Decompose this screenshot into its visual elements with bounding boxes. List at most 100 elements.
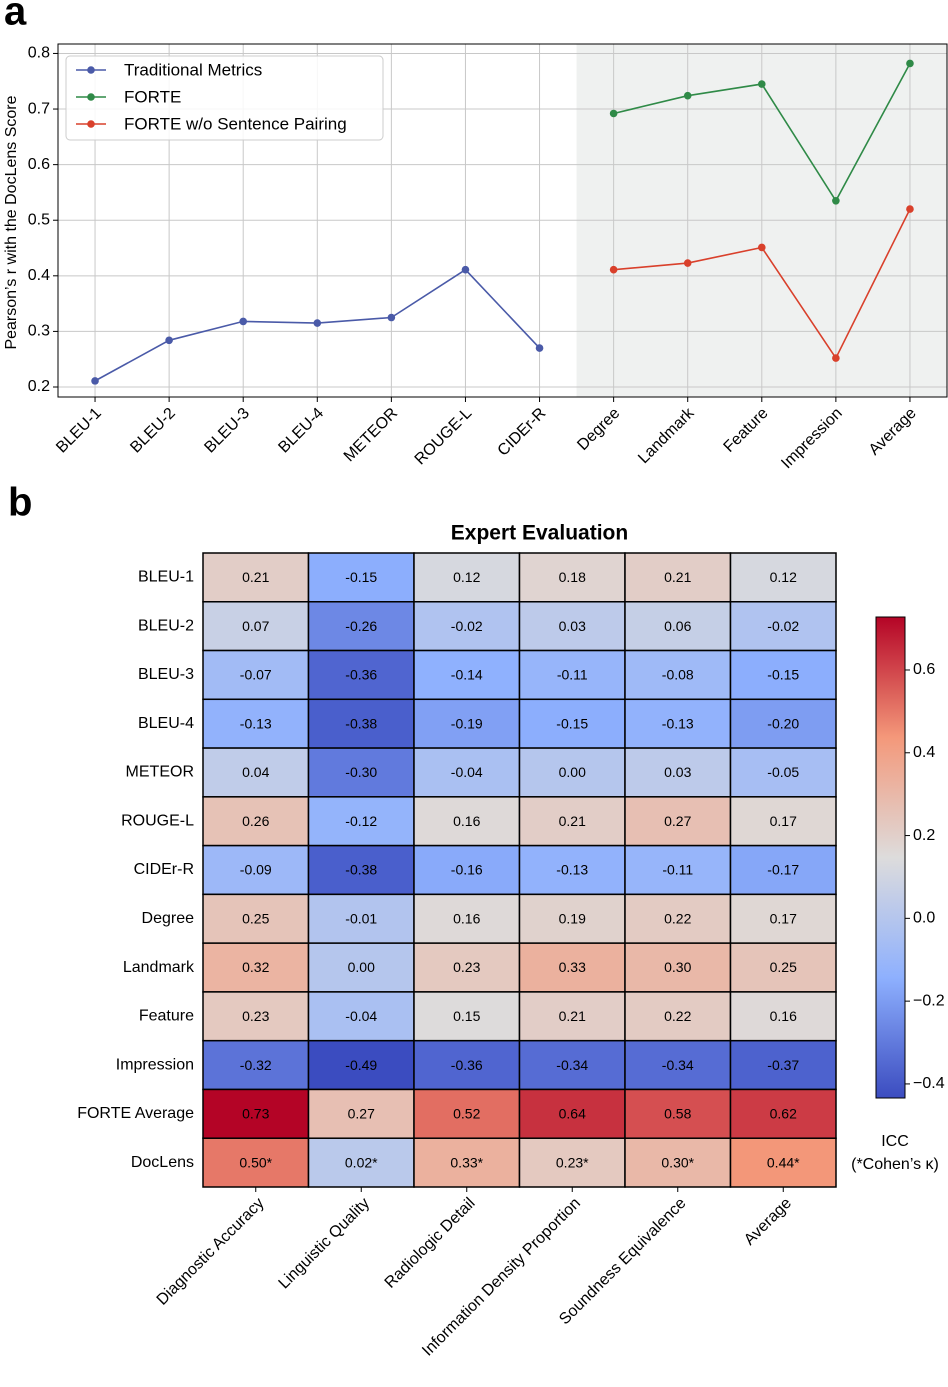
cell-label: -0.02	[767, 618, 799, 634]
cell-label: 0.12	[770, 569, 797, 585]
cell	[202, 601, 310, 652]
legend-marker	[87, 93, 95, 101]
cell-label: 0.33*	[450, 1154, 483, 1170]
row-label: Degree	[142, 910, 195, 927]
cell	[518, 747, 626, 798]
cell-label: -0.05	[767, 764, 799, 780]
cell	[729, 1039, 837, 1091]
colorbar-label: ICC	[881, 1133, 909, 1150]
point	[757, 243, 766, 252]
cell	[624, 796, 732, 847]
column-label: Radiologic Detail	[382, 1195, 479, 1292]
panel-label: b	[8, 481, 32, 525]
cell-label: 0.03	[559, 618, 586, 634]
cell	[202, 942, 310, 993]
cell-label: -0.04	[451, 764, 483, 780]
row-label: FORTE Average	[77, 1105, 194, 1122]
cell	[729, 1088, 837, 1139]
x-tick-label: CIDEr-R	[495, 405, 550, 460]
cell	[413, 796, 521, 847]
cell-label: -0.08	[662, 667, 694, 683]
x-tick-label: Feature	[721, 405, 772, 456]
cell	[729, 747, 837, 798]
x-tick-label: BLEU-3	[201, 405, 253, 457]
cell	[624, 1039, 732, 1091]
cell-label: 0.00	[348, 959, 375, 975]
cell-label: 0.30	[664, 959, 691, 975]
cell	[729, 698, 837, 749]
cell-label: 0.44*	[767, 1154, 800, 1170]
cell	[413, 601, 521, 652]
cell-label: -0.34	[662, 1057, 694, 1073]
x-tick-label: ROUGE-L	[412, 405, 476, 469]
cell	[518, 649, 626, 701]
row-label: BLEU-1	[138, 569, 194, 586]
row-label: Impression	[116, 1056, 194, 1073]
cell	[307, 991, 415, 1042]
row-label: BLEU-4	[138, 715, 194, 732]
row-label: CIDEr-R	[134, 861, 194, 878]
cell	[518, 942, 626, 993]
column-label: Linguistic Quality	[276, 1195, 374, 1293]
cell-label: -0.30	[345, 764, 377, 780]
column-label: Average	[741, 1195, 795, 1249]
x-tick-label: Landmark	[635, 404, 698, 467]
cell-label: -0.36	[345, 667, 377, 683]
cell-label: -0.02	[451, 618, 483, 634]
colorbar	[875, 616, 906, 1099]
cell-label: 0.21	[664, 569, 691, 585]
cell-label: -0.49	[345, 1057, 377, 1073]
cell	[518, 552, 626, 603]
cell-label: -0.09	[240, 862, 272, 878]
cell-label: -0.12	[345, 813, 377, 829]
cell-label: 0.23*	[556, 1154, 589, 1170]
cell-label: 0.19	[559, 910, 586, 926]
cell	[624, 552, 732, 603]
cell	[202, 649, 310, 701]
cell	[413, 1088, 521, 1139]
cell	[729, 893, 837, 944]
point	[239, 317, 248, 326]
cell	[202, 1039, 310, 1091]
cell	[624, 893, 732, 944]
point	[906, 205, 914, 213]
legend-marker	[87, 120, 95, 128]
colorbar-tick-label: 0.6	[913, 661, 935, 678]
cell	[307, 893, 415, 944]
x-tick-label: Average	[866, 405, 920, 459]
cell-label: 0.07	[242, 618, 269, 634]
y-tick-label: 0.5	[28, 211, 50, 228]
cell	[729, 844, 837, 896]
cell-label: 0.64	[559, 1106, 586, 1122]
cell	[202, 893, 310, 944]
cell	[413, 649, 521, 701]
cell-label: -0.16	[451, 862, 483, 878]
cell-label: -0.38	[345, 862, 377, 878]
cell-label: -0.13	[662, 715, 694, 731]
panel-label: a	[4, 0, 27, 34]
legend-box	[65, 55, 384, 141]
cell	[729, 552, 837, 603]
cell-label: -0.36	[451, 1057, 483, 1073]
y-tick-label: 0.2	[28, 378, 50, 395]
y-tick-label: 0.7	[28, 100, 50, 117]
cell-label: 0.12	[453, 569, 480, 585]
column-label: Diagnostic Accuracy	[154, 1195, 268, 1309]
cell-label: -0.34	[556, 1057, 588, 1073]
cell-label: -0.04	[345, 1008, 377, 1024]
cell-label: 0.00	[559, 764, 586, 780]
y-tick-label: 0.4	[28, 267, 50, 284]
point	[683, 91, 692, 100]
cell	[307, 1137, 415, 1188]
cell-label: -0.07	[240, 667, 272, 683]
cell-label: 0.23	[453, 959, 480, 975]
point	[609, 265, 618, 274]
cell-label: -0.15	[767, 667, 799, 683]
cell-label: -0.13	[240, 715, 272, 731]
colorbar-tick-label: 0.0	[913, 910, 935, 927]
cell-label: -0.26	[345, 618, 377, 634]
cell	[413, 893, 521, 944]
cell-label: 0.21	[559, 813, 586, 829]
cell	[413, 1137, 521, 1188]
